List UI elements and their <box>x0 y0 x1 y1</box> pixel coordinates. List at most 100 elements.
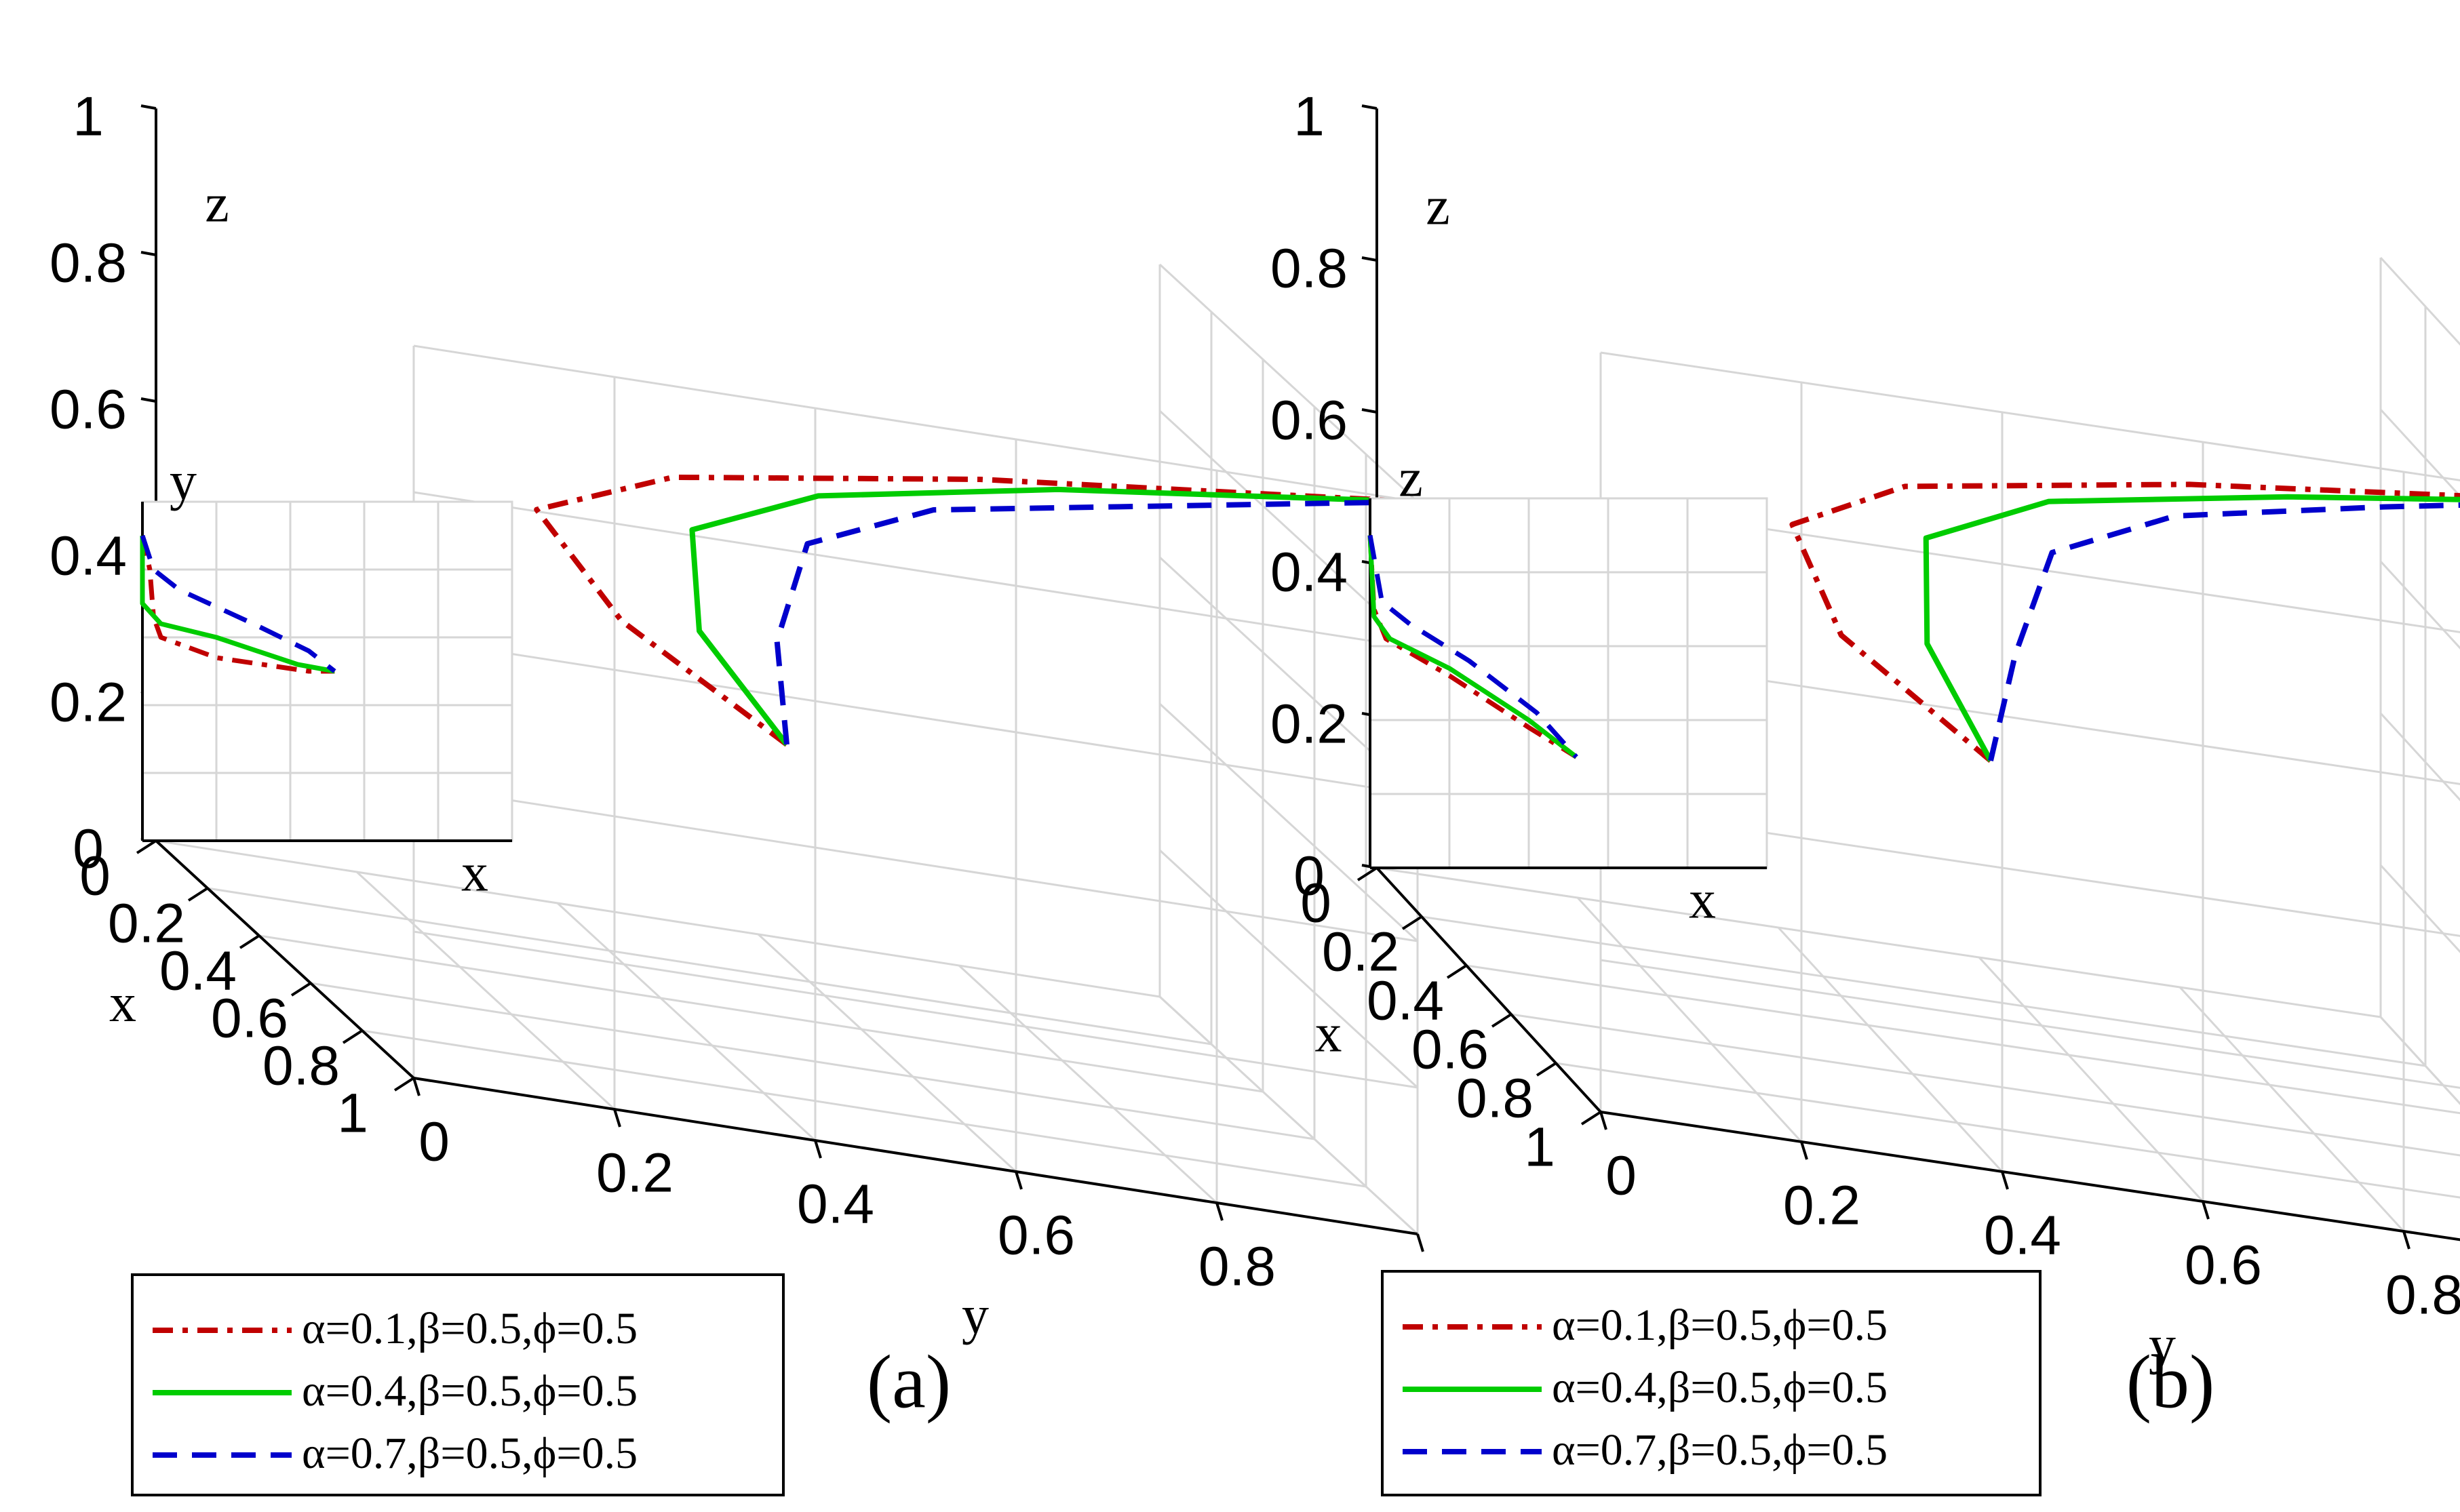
y-tick-label: 0.2 <box>1783 1175 1860 1237</box>
inset-x-label: x <box>461 843 488 902</box>
x-tick-label: 0 <box>79 845 111 907</box>
y-tick <box>1599 1111 1607 1130</box>
grid-line <box>1600 655 2460 785</box>
y-tick-label: 0.6 <box>998 1205 1075 1267</box>
z-tick-label: 0.2 <box>50 672 127 734</box>
legend-label: α=0.1,β=0.5,ϕ=0.5 <box>302 1304 638 1353</box>
legend-label: α=0.7,β=0.5,ϕ=0.5 <box>302 1429 638 1478</box>
grid-line <box>757 933 1017 1173</box>
x-tick <box>290 982 312 997</box>
y-tick <box>613 1109 621 1128</box>
x-tick-label: 1 <box>337 1083 368 1145</box>
x-tick-label: 0.4 <box>159 940 237 1002</box>
grid-line <box>556 902 817 1142</box>
inset-series-line-1 <box>140 536 336 674</box>
grid-line <box>1600 503 2460 633</box>
x-tick <box>1536 1062 1557 1077</box>
grid-line <box>310 982 1315 1140</box>
y-tick-label: 0.8 <box>1198 1236 1276 1298</box>
panel-label: (b) <box>2126 1340 2215 1425</box>
grid-line <box>413 930 1418 1089</box>
grid-line <box>1466 964 2460 1115</box>
x-tick-label: 0.6 <box>211 988 288 1050</box>
x-tick-label: 0.8 <box>262 1035 340 1097</box>
z-axis-label: z <box>1426 176 1450 236</box>
z-tick <box>140 397 157 403</box>
z-tick-label: 0.2 <box>1270 694 1348 755</box>
grid-line <box>1978 956 2204 1203</box>
grid-line <box>1576 896 1803 1143</box>
x-tick <box>1401 915 1423 930</box>
z-tick <box>1361 104 1378 110</box>
grid-line <box>362 1029 1367 1188</box>
x-axis-label: x <box>109 974 136 1033</box>
grid-line <box>1600 351 2460 481</box>
z-tick-label: 0.8 <box>50 233 127 294</box>
grid-line <box>2379 712 2460 801</box>
legend: α=0.1,β=0.5,ϕ=0.5 α=0.4,β=0.5,ϕ=0.5 α=0.7,… <box>1381 1270 2042 1496</box>
y-axis-label: y <box>962 1286 989 1345</box>
y-tick <box>412 1077 421 1096</box>
legend-label: α=0.1,β=0.5,ϕ=0.5 <box>1552 1300 1888 1350</box>
x-axis <box>155 839 415 1079</box>
inset-series-line-2 <box>1367 534 1578 759</box>
x-axis <box>1375 867 1602 1113</box>
legend-box <box>1381 1270 2042 1496</box>
grid-line <box>1158 702 1419 942</box>
x-tick <box>136 839 157 854</box>
grid-line <box>2379 1016 2460 1105</box>
y-tick <box>1015 1171 1023 1190</box>
z-tick-label: 0.4 <box>1270 542 1348 603</box>
z-tick <box>140 104 157 110</box>
z-tick-label: 1 <box>73 86 104 148</box>
grid-line <box>413 344 1418 503</box>
y-tick <box>2402 1231 2410 1250</box>
grid-line <box>1600 807 2460 937</box>
grid-line <box>1158 849 1419 1089</box>
z-tick-label: 0 <box>1293 845 1325 907</box>
y-axis <box>413 1077 1418 1235</box>
x-tick <box>1491 1013 1512 1028</box>
grid-line <box>1777 926 2004 1173</box>
x-tick <box>1446 964 1468 979</box>
y-tick <box>1215 1202 1224 1221</box>
y-tick-label: 0.4 <box>797 1174 874 1235</box>
z-tick-label: 0 <box>73 818 104 880</box>
x-tick <box>393 1077 415 1092</box>
grid-line <box>207 887 1212 1046</box>
legend-box <box>131 1273 785 1496</box>
y-tick-label: 0.8 <box>2385 1265 2460 1326</box>
series-line-0 <box>1789 481 2460 763</box>
y-tick <box>814 1140 822 1159</box>
grid-line <box>413 637 1418 796</box>
legend: α=0.1,β=0.5,ϕ=0.5 α=0.4,β=0.5,ϕ=0.5 α=0.7,… <box>131 1273 785 1496</box>
x-tick <box>1580 1111 1602 1126</box>
z-tick <box>1361 408 1378 414</box>
y-tick <box>2202 1201 2210 1220</box>
x-axis-label: x <box>1315 1003 1342 1063</box>
grid-line <box>258 934 1264 1093</box>
inset-series-line-0 <box>140 535 335 674</box>
z-tick-label: 0.6 <box>50 379 127 441</box>
z-tick-label: 0.6 <box>1270 390 1348 452</box>
y-tick <box>1800 1141 1808 1160</box>
series-line-1 <box>1923 494 2460 762</box>
grid-line <box>413 784 1418 942</box>
x-tick-label: 0.2 <box>1322 921 1399 983</box>
z-tick-label: 1 <box>1293 86 1325 148</box>
x-tick <box>1356 867 1378 881</box>
grid-line <box>2379 1016 2460 1105</box>
y-tick-label: 0.6 <box>2185 1235 2262 1296</box>
y-axis-label: y <box>2149 1315 2176 1375</box>
grid-line <box>2379 560 2460 650</box>
x-tick-label: 0.4 <box>1367 970 1444 1032</box>
grid-line <box>2379 408 2460 498</box>
grid-line <box>1510 1013 2460 1157</box>
panel-label: (a) <box>867 1340 951 1425</box>
grid-line <box>2179 986 2405 1233</box>
z-tick <box>140 251 157 256</box>
x-tick-label: 0 <box>1300 873 1331 934</box>
